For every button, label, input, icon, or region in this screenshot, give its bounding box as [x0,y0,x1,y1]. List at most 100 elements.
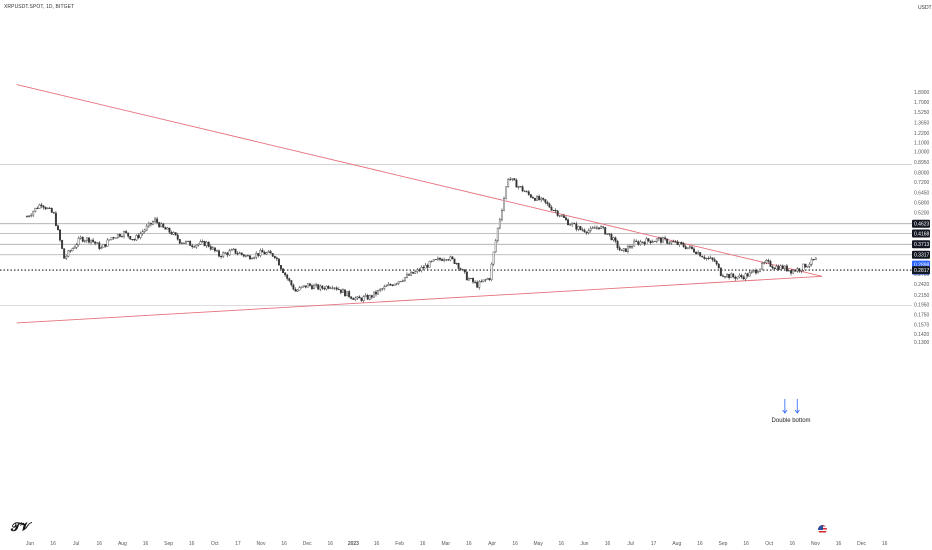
candle-body [750,270,753,273]
candle-body [193,246,196,248]
trendlines[interactable] [16,84,823,324]
candle-body [538,196,541,201]
candle-body [147,222,150,227]
candle-body [474,281,477,283]
candle-body [30,214,33,217]
candle-body [207,241,210,247]
candle-body [484,279,487,281]
candle-body [273,256,276,259]
candle-body [515,179,518,188]
candle-body [350,296,353,299]
candle-body [565,217,567,220]
candle-body [614,237,617,242]
level-lines [0,164,912,306]
candle-body [129,236,132,240]
symbol-title[interactable]: XRPUSDT.SPOT, 1D, BITGET [4,4,75,10]
candle-body [761,262,764,270]
support-trendline[interactable] [16,275,823,324]
time-tick-label: Jun [580,541,588,547]
price-tick-label: 0.1570 [914,323,930,329]
candle-body [385,285,388,287]
candle-body [715,261,718,265]
candle-body [319,285,322,290]
candle-body [765,260,768,264]
candle-body [401,280,404,282]
candle-body [57,225,59,231]
candle-body [255,253,258,258]
tradingview-logo-icon[interactable]: 𝓣𝓥 [11,520,31,534]
candle-body [527,191,530,195]
candle-body [507,178,510,188]
candle-body [403,277,406,281]
candle-body [428,260,431,268]
candle-body [139,233,142,238]
candle-body [503,198,505,211]
candle-body [170,232,173,235]
price-tick-label: 0.5200 [914,211,930,217]
resistance-trendline[interactable] [16,84,823,277]
candle-body [531,197,534,199]
candle-body [277,258,280,266]
candle-body [668,242,671,244]
candle-body [135,235,138,241]
candle-body [156,218,159,223]
candle-body [519,186,522,188]
currency-label[interactable]: USDT [918,5,932,11]
candle-body [616,240,619,249]
candle-body [633,240,636,247]
time-tick-label: 16 [143,541,149,547]
candle-body [116,234,119,239]
candle-body [327,285,330,289]
candle-body [356,296,359,299]
price-axis[interactable]: 1.8900 1.7000 1.5250 1.3650 1.2200 1.1000 1.00… [914,90,930,346]
time-tick-label: 2023 [348,541,359,547]
us-flag-icon[interactable] [818,525,827,534]
candle-body [505,186,508,199]
candle-body [492,251,495,265]
candle-body [358,296,361,299]
candle-body [754,269,757,274]
candle-body [224,252,227,254]
price-tag [912,250,930,259]
candle-body [145,225,148,231]
candle-body [562,215,565,218]
price-tick-label: 0.1950 [914,302,930,308]
candle-body [265,252,268,255]
candle-body [34,207,37,212]
candle-body [87,237,90,243]
time-tick-label: 16 [605,541,611,547]
candle-body [292,284,295,290]
candle-body [108,239,111,241]
time-tick-label: Dec [857,541,866,547]
candle-body [364,295,367,297]
candle-body [711,257,714,260]
candle-body [164,227,167,230]
candle-body [178,239,181,244]
candle-body [337,289,340,291]
candle-body [197,243,200,246]
candle-body [54,212,57,226]
time-tick-label: Aug [672,541,681,547]
candle-body [38,204,41,209]
price-tick-label: 0.6450 [914,190,930,196]
candle-body [705,257,708,259]
candle-body [525,191,528,193]
candle-body [344,289,346,297]
candle-body [653,241,656,243]
time-axis[interactable]: Jun 16 Jul 16 Aug 16 Sep 16 Oct 17 Nov 16 Dec 16 2023 1… [26,541,888,547]
candle-body [771,266,774,269]
candle-body [721,275,724,277]
candle-body [544,199,547,203]
candle-body [59,229,61,241]
candle-body [585,231,588,234]
candle-body [85,237,88,241]
candle-body [203,241,206,247]
candle-body [420,267,423,271]
candle-body [65,255,68,259]
candle-body [218,250,220,257]
candle-body [649,240,652,243]
time-tick-label: Mar [441,541,450,547]
candle-body [759,268,762,272]
candle-body [418,269,421,271]
